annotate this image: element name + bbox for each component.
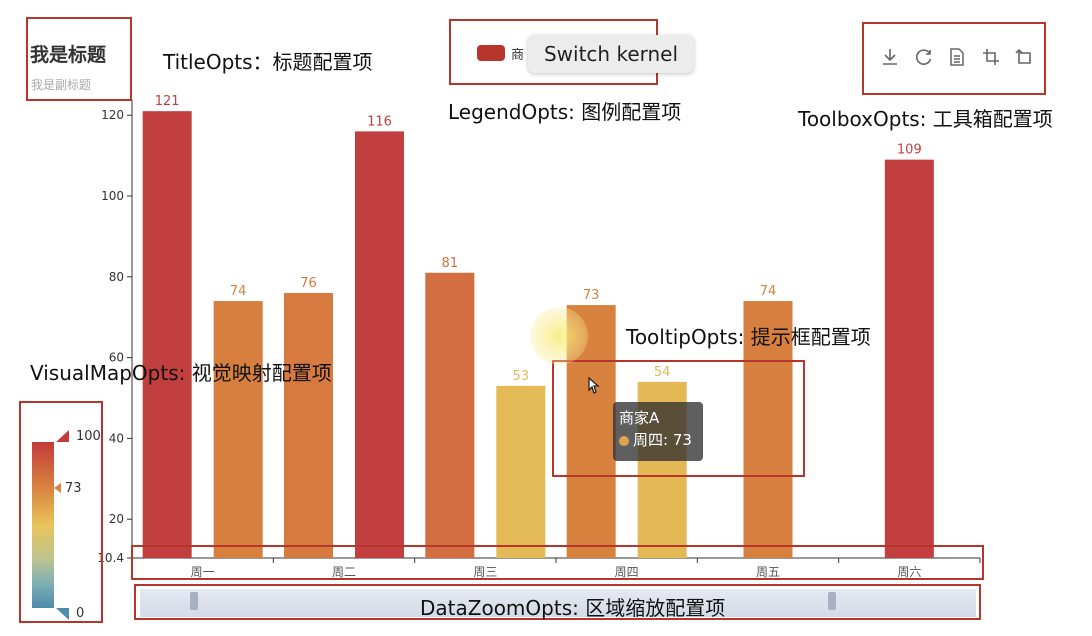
bar [213, 301, 263, 558]
visualmap-gradient[interactable] [32, 442, 54, 608]
x-tick-label: 周五 [756, 565, 780, 579]
cursor-highlight [530, 307, 588, 365]
y-tick-label: 120 [101, 108, 124, 122]
y-tick-label: 10.4 [97, 551, 124, 565]
tooltip-box-outline [552, 360, 805, 477]
chart-subtitle: 我是副标题 [31, 78, 92, 92]
x-axis-outline [131, 545, 984, 580]
title-opts-annotation: TitleOpts：标题配置项 [163, 50, 373, 74]
datazoom-slider[interactable] [140, 589, 976, 617]
datazoom-right-handle[interactable] [828, 592, 836, 610]
visualmap-max-label: 100 [76, 429, 101, 444]
datazoom-left-handle[interactable] [190, 592, 198, 610]
bar-value-label: 81 [442, 256, 459, 271]
bar [284, 292, 333, 558]
bar-value-label: 76 [300, 276, 317, 291]
x-tick-label: 周二 [332, 565, 356, 579]
chart-title: 我是标题 [30, 44, 107, 66]
y-tick-label: 100 [101, 189, 124, 203]
refresh-icon[interactable] [913, 46, 935, 68]
bar [142, 111, 192, 559]
bar-value-label: 109 [897, 143, 922, 158]
bar-value-label: 116 [367, 114, 392, 129]
legend-opts-annotation: LegendOpts: 图例配置项 [448, 100, 682, 124]
y-tick-label: 20 [109, 512, 124, 526]
y-tick-label: 80 [109, 270, 124, 284]
y-tick-label: 60 [109, 351, 124, 365]
x-tick-label: 周六 [897, 565, 921, 579]
zoom-icon[interactable] [980, 46, 1002, 68]
toolbox-box [862, 22, 1046, 95]
title-box [26, 17, 132, 101]
visualmap-top-handle[interactable] [56, 430, 69, 442]
switch-kernel-tooltip: Switch kernel [528, 35, 694, 73]
visualmap-current-label: 73 [65, 481, 82, 496]
tooltip-value: 周四: 73 [633, 431, 692, 449]
bar [743, 301, 793, 558]
zoom-reset-icon[interactable] [1012, 46, 1034, 68]
bar [496, 385, 546, 558]
download-icon[interactable] [879, 46, 901, 68]
visualmap-bottom-handle[interactable] [56, 608, 69, 620]
tooltip-opts-annotation: TooltipOpts: 提示框配置项 [626, 325, 871, 349]
bar [355, 131, 404, 558]
tooltip-value-row: 周四: 73 [619, 428, 697, 452]
bar-value-label: 74 [230, 284, 247, 299]
visualmap-opts-annotation: VisualMapOpts: 视觉映射配置项 [30, 361, 332, 385]
bar [884, 159, 934, 558]
bar-value-label: 74 [760, 284, 777, 299]
x-tick-label: 周一 [191, 565, 215, 579]
tooltip-series-name: 商家A [619, 409, 660, 427]
x-tick-label: 周四 [615, 565, 639, 579]
datazoom-opts-annotation: DataZoomOpts: 区域缩放配置项 [420, 596, 726, 620]
bar [425, 272, 475, 558]
data-view-icon[interactable] [946, 46, 968, 68]
legend-label[interactable]: 商 [511, 48, 525, 63]
visualmap-box [19, 401, 103, 623]
visualmap-current-marker [54, 483, 61, 493]
legend-swatch[interactable] [477, 45, 505, 61]
y-tick-label: 40 [109, 431, 124, 445]
mouse-cursor-icon [585, 376, 603, 402]
toolbox-opts-annotation: ToolboxOpts: 工具箱配置项 [798, 107, 1053, 131]
bar-value-label: 54 [654, 365, 671, 380]
chart-tooltip: 商家A 周四: 73 [613, 402, 703, 461]
bar-value-label: 121 [155, 94, 180, 109]
x-tick-label: 周三 [473, 565, 497, 579]
visualmap-min-label: 0 [76, 606, 85, 621]
tooltip-color-dot [619, 435, 629, 446]
bar-value-label: 53 [513, 369, 530, 384]
datazoom-box [134, 584, 981, 620]
bar-value-label: 73 [583, 288, 600, 303]
